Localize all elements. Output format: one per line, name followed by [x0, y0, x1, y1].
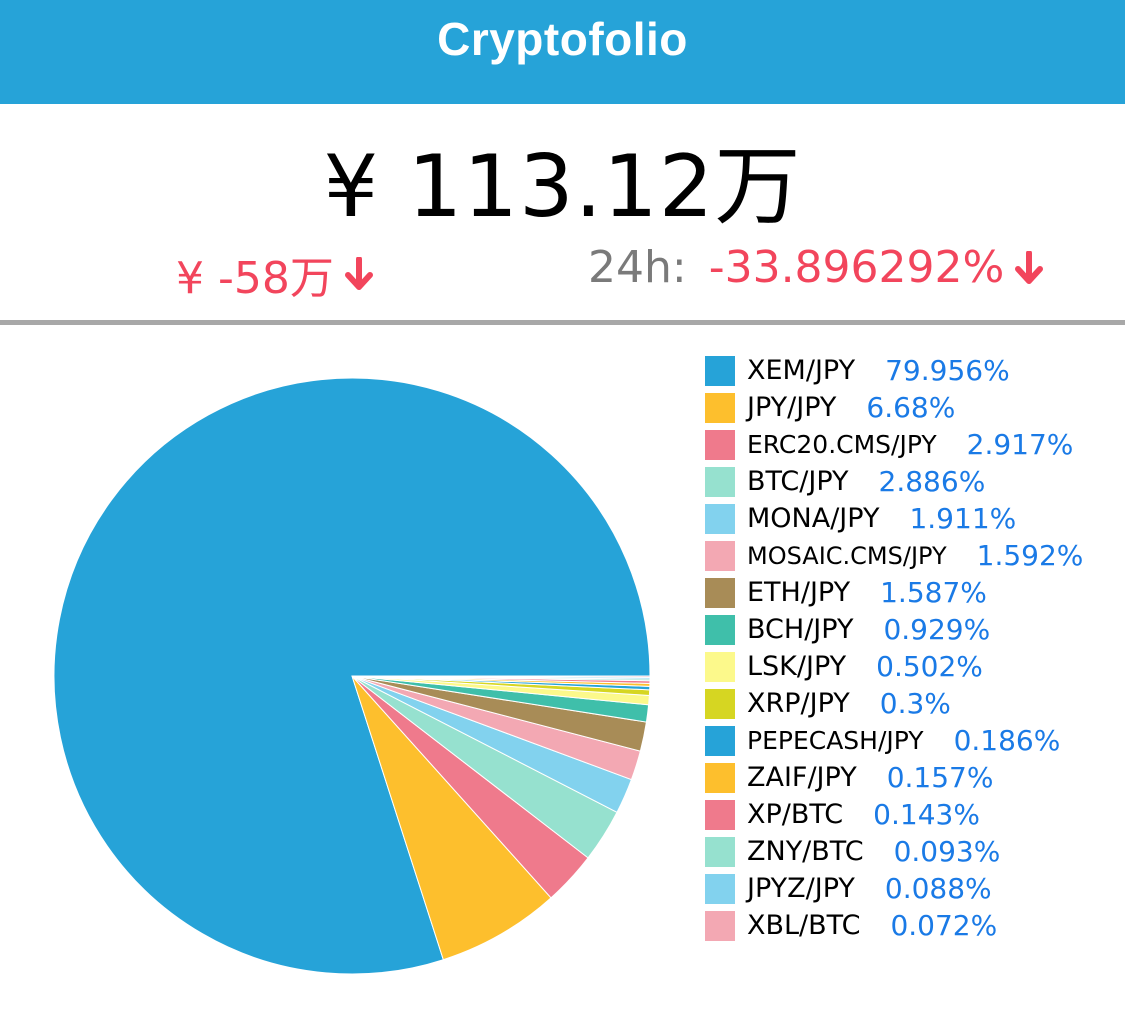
- nav-bar: Cryptofolio: [0, 0, 1125, 104]
- legend-item[interactable]: ZAIF/JPY 0.157%: [705, 759, 1125, 796]
- legend-label: JPY/JPY: [747, 392, 837, 423]
- legend-swatch: [705, 873, 735, 904]
- legend-percent: 0.186%: [953, 724, 1061, 757]
- total-value: ¥ 113.12万: [323, 136, 802, 237]
- legend-item[interactable]: MOSAIC.CMS/JPY 1.592%: [705, 537, 1125, 574]
- legend-percent: 2.886%: [878, 465, 986, 498]
- legend-percent: 2.917%: [966, 428, 1074, 461]
- legend-percent: 0.157%: [886, 761, 994, 794]
- legend-label: ZAIF/JPY: [747, 762, 857, 793]
- legend-item[interactable]: PEPECASH/JPY 0.186%: [705, 722, 1125, 759]
- change-24h-percent: -33.896292%: [708, 242, 1005, 293]
- divider: [0, 320, 1125, 325]
- change-24h-label: 24h:: [588, 242, 687, 293]
- legend-swatch: [705, 910, 735, 941]
- legend-percent: 0.502%: [876, 650, 983, 683]
- arrow-down-icon: [1015, 250, 1044, 284]
- app-title: Cryptofolio: [437, 13, 688, 65]
- legend-item[interactable]: XRP/JPY 0.3%: [705, 685, 1125, 722]
- legend-swatch: [705, 725, 735, 756]
- legend-item[interactable]: XBL/BTC 0.072%: [705, 907, 1125, 944]
- pie-slice-jpy-jpy[interactable]: [351, 675, 552, 961]
- change-24h-group: 24h: -33.896292%: [588, 242, 1044, 293]
- pie-slice-xbl-btc[interactable]: [351, 675, 651, 678]
- legend-label: XP/BTC: [747, 799, 844, 830]
- pie-legend: XEM/JPY 79.956% JPY/JPY 6.68% ERC20.CMS/JPY 2…: [705, 352, 1125, 944]
- legend-swatch: [705, 799, 735, 830]
- legend-item[interactable]: JPY/JPY 6.68%: [705, 389, 1125, 426]
- legend-swatch: [705, 392, 735, 423]
- legend-percent: 6.68%: [866, 391, 956, 424]
- legend-item[interactable]: XP/BTC 0.143%: [705, 796, 1125, 833]
- change-amount-group: ¥ -58万: [176, 242, 374, 306]
- legend-percent: 1.911%: [909, 502, 1017, 535]
- legend-percent: 0.088%: [884, 872, 992, 905]
- legend-label: LSK/JPY: [747, 651, 847, 682]
- legend-swatch: [705, 466, 735, 497]
- legend-swatch: [705, 429, 735, 460]
- legend-item[interactable]: LSK/JPY 0.502%: [705, 648, 1125, 685]
- legend-item[interactable]: ERC20.CMS/JPY 2.917%: [705, 426, 1125, 463]
- legend-percent: 1.592%: [976, 539, 1084, 572]
- legend-swatch: [705, 503, 735, 534]
- legend-percent: 0.929%: [883, 613, 991, 646]
- portfolio-total: ¥ 113.12万: [0, 128, 1125, 237]
- change-row: ¥ -58万 24h: -33.896292%: [0, 242, 1125, 304]
- legend-percent: 0.093%: [893, 835, 1001, 868]
- change-amount: ¥ -58万: [176, 253, 334, 304]
- legend-label: ERC20.CMS/JPY: [747, 430, 937, 459]
- legend-label: XRP/JPY: [747, 688, 850, 719]
- legend-percent: 0.143%: [873, 798, 980, 831]
- legend-item[interactable]: BTC/JPY 2.886%: [705, 463, 1125, 500]
- legend-swatch: [705, 614, 735, 645]
- legend-label: XBL/BTC: [747, 910, 861, 941]
- portfolio-pie-chart[interactable]: [0, 325, 700, 1025]
- legend-label: BTC/JPY: [747, 466, 849, 497]
- legend-item[interactable]: ZNY/BTC 0.093%: [705, 833, 1125, 870]
- legend-label: XEM/JPY: [747, 355, 856, 386]
- legend-percent: 79.956%: [885, 354, 1010, 387]
- legend-item[interactable]: BCH/JPY 0.929%: [705, 611, 1125, 648]
- legend-swatch: [705, 651, 735, 682]
- arrow-down-icon: [344, 257, 373, 290]
- legend-swatch: [705, 355, 735, 386]
- legend-swatch: [705, 836, 735, 867]
- legend-swatch: [705, 540, 735, 571]
- legend-percent: 0.3%: [879, 687, 951, 720]
- legend-label: ETH/JPY: [747, 577, 851, 608]
- legend-swatch: [705, 577, 735, 608]
- legend-label: BCH/JPY: [747, 614, 854, 645]
- legend-label: PEPECASH/JPY: [747, 726, 924, 755]
- legend-swatch: [705, 762, 735, 793]
- legend-percent: 0.072%: [890, 909, 998, 942]
- legend-item[interactable]: MONA/JPY 1.911%: [705, 500, 1125, 537]
- legend-item[interactable]: JPYZ/JPY 0.088%: [705, 870, 1125, 907]
- legend-item[interactable]: ETH/JPY 1.587%: [705, 574, 1125, 611]
- legend-label: MONA/JPY: [747, 503, 880, 534]
- legend-percent: 1.587%: [880, 576, 987, 609]
- legend-label: JPYZ/JPY: [747, 873, 855, 904]
- legend-swatch: [705, 688, 735, 719]
- legend-label: MOSAIC.CMS/JPY: [747, 541, 947, 570]
- legend-item[interactable]: XEM/JPY 79.956%: [705, 352, 1125, 389]
- legend-label: ZNY/BTC: [747, 836, 864, 867]
